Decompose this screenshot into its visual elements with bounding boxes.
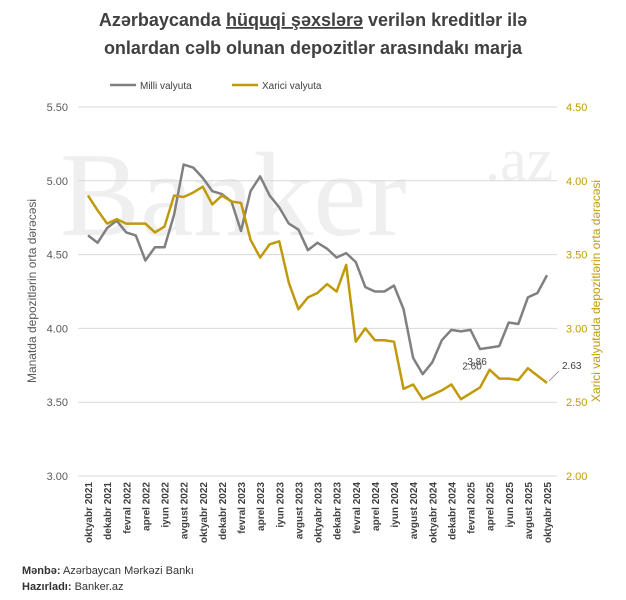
y2-tick-label: 2.00 — [566, 471, 587, 483]
x-tick-label: dekabr 2021 — [103, 482, 114, 540]
y2-tick-label: 2.50 — [566, 397, 587, 409]
x-tick-label: oktyabr 2024 — [428, 482, 439, 544]
source-text: Azərbaycan Mərkəzi Bankı — [63, 565, 194, 577]
y-axis-title: Manatda depozitlərin orta dərəcəsi — [25, 199, 39, 383]
x-tick-label: aprel 2024 — [371, 482, 382, 531]
legend-label: Xarici valyuta — [262, 81, 322, 92]
x-tick-label: aprel 2023 — [256, 482, 267, 531]
y-tick-label: 5.00 — [47, 176, 68, 188]
x-tick-label: oktyabr 2025 — [543, 482, 554, 544]
x-tick-label: dekabr 2023 — [333, 482, 344, 540]
source-label: Mənbə: — [22, 565, 61, 577]
watermark: Banker .az — [60, 127, 553, 261]
title-start: Azərbaycanda — [99, 10, 222, 30]
author: Hazırladı: Banker.az — [22, 581, 124, 593]
x-tick-label: aprel 2022 — [141, 482, 152, 531]
series-line — [86, 185, 548, 401]
author-label: Hazırladı: — [22, 581, 72, 593]
x-tick-label: iyun 2023 — [275, 482, 286, 528]
y2-tick-label: 3.50 — [566, 250, 587, 262]
watermark-suffix: .az — [485, 127, 553, 193]
x-tick-label: avgust 2023 — [294, 482, 305, 540]
y-tick-label: 5.50 — [47, 102, 68, 114]
x-tick-label: dekabr 2022 — [218, 482, 229, 540]
watermark-text: Banker — [60, 128, 407, 261]
y2-tick-label: 4.50 — [566, 102, 587, 114]
y2-axis-title: Xarici valyutada depozitlərin orta dərəc… — [589, 180, 603, 402]
x-tick-label: aprel 2025 — [486, 482, 497, 531]
data-label: 2.60 — [462, 361, 482, 372]
x-tick-label: fevral 2022 — [122, 482, 133, 534]
title-underlined: hüquqi şəxslərə — [226, 10, 363, 30]
x-tick-label: iyun 2025 — [505, 482, 516, 528]
x-tick-label: avgust 2022 — [180, 482, 191, 540]
x-tick-label: dekabr 2024 — [447, 482, 458, 540]
legend-label: Milli valyuta — [140, 81, 192, 92]
x-tick-label: oktyabr 2023 — [314, 482, 325, 544]
chart-title: Azərbaycanda hüquqi şəxslərə verilən kre… — [99, 10, 527, 30]
x-tick-label: iyun 2024 — [390, 482, 401, 528]
source: Mənbə: Azərbaycan Mərkəzi Bankı — [22, 565, 194, 577]
x-tick-label: avgust 2024 — [409, 482, 420, 540]
x-tick-label: fevral 2023 — [237, 482, 248, 534]
series-line — [87, 163, 549, 376]
title-end: verilən kreditlər ilə — [368, 10, 527, 30]
label-leader — [548, 370, 560, 382]
x-tick-label: fevral 2024 — [352, 482, 363, 534]
y-tick-label: 3.50 — [47, 397, 68, 409]
y2-tick-label: 4.00 — [566, 176, 587, 188]
x-tick-label: iyun 2022 — [161, 482, 172, 528]
author-text: Banker.az — [75, 581, 124, 593]
data-label: 3.86 — [467, 357, 487, 368]
y-tick-label: 3.00 — [47, 471, 68, 483]
y-tick-label: 4.50 — [47, 250, 68, 262]
y2-tick-label: 3.00 — [566, 323, 587, 335]
y-tick-label: 4.00 — [47, 323, 68, 335]
x-tick-label: fevral 2025 — [467, 482, 478, 534]
x-tick-label: avgust 2025 — [524, 482, 535, 540]
x-tick-label: oktyabr 2021 — [84, 482, 95, 544]
x-tick-label: oktyabr 2022 — [199, 482, 210, 544]
chart-title-line2: onlardan cəlb olunan depozitlər arasında… — [104, 38, 523, 58]
data-label: 2.63 — [562, 361, 582, 372]
